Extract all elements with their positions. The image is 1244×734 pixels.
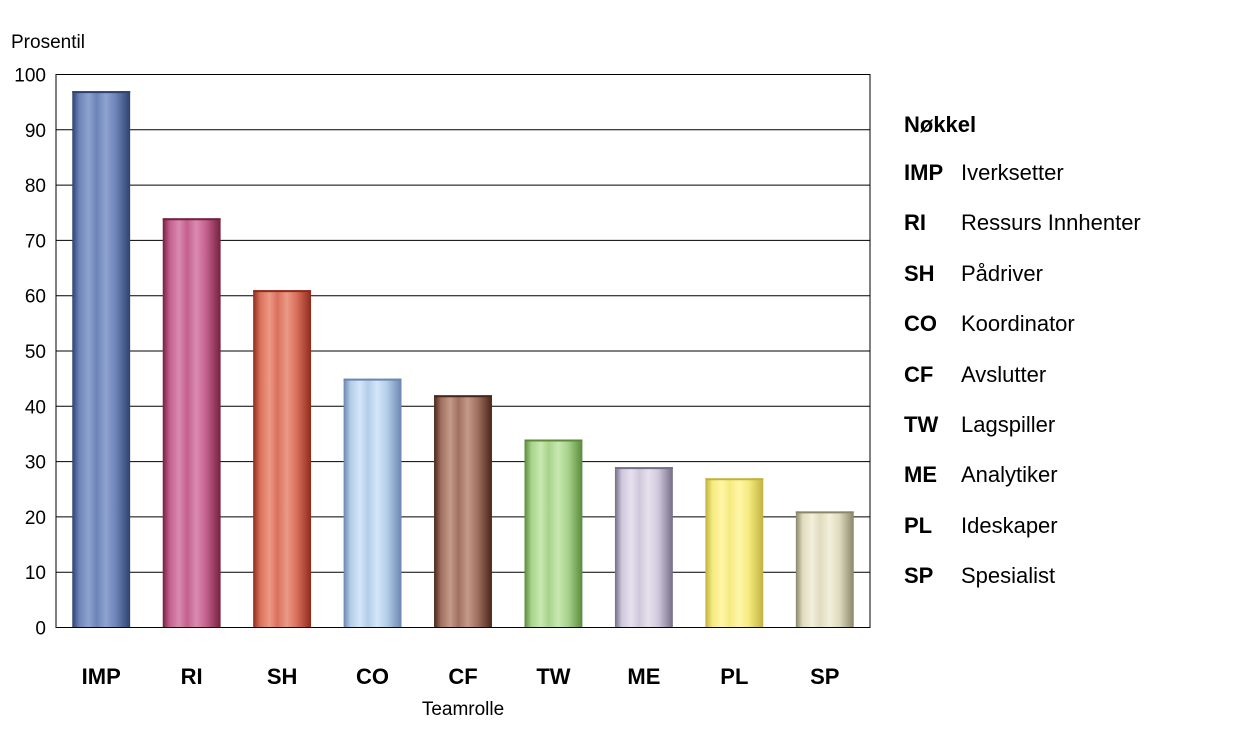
legend-label: Pådriver <box>961 260 1043 286</box>
legend-item: PL Ideskaper <box>904 511 1234 561</box>
legend-label: Koordinator <box>961 311 1075 337</box>
y-tick-label: 40 <box>25 397 46 418</box>
bar-chart: 0 10 20 30 40 50 60 70 80 90 100 IMP RI SH CO CF TW ME PL… <box>11 32 871 720</box>
legend-label: Ideskaper <box>961 512 1058 538</box>
legend-code: SP <box>904 563 934 589</box>
legend-item: CF Avslutter <box>904 360 1234 410</box>
legend-code: RI <box>904 210 926 236</box>
x-tick-label: IMP <box>82 664 121 689</box>
legend-code: IMP <box>904 160 944 185</box>
legend-item: IMP Iverksetter <box>904 158 1234 208</box>
x-tick-label: SP <box>810 664 839 689</box>
y-tick-labels: 0 10 20 30 40 50 60 70 80 90 100 <box>14 66 46 640</box>
bar-sh <box>253 290 312 628</box>
bar-imp <box>72 91 131 628</box>
legend-item: SH Pådriver <box>904 259 1234 309</box>
bar-tw <box>524 439 583 628</box>
x-tick-label: RI <box>181 664 203 689</box>
x-tick-labels: IMP RI SH CO CF TW ME PL SP <box>82 664 840 689</box>
y-tick-label: 0 <box>35 619 46 640</box>
bar-co <box>343 378 402 628</box>
plot-area-frame <box>55 74 871 628</box>
x-tick-label: TW <box>536 664 570 689</box>
x-tick-label: CF <box>448 664 477 689</box>
x-tick-label: ME <box>627 664 660 689</box>
legend-label: Lagspiller <box>961 411 1056 437</box>
y-tick-label: 10 <box>25 563 46 584</box>
legend-label: Spesialist <box>961 563 1056 589</box>
legend-item: SP Spesialist <box>904 561 1234 611</box>
legend-item: RI Ressurs Innhenter <box>904 208 1234 258</box>
legend-code: SH <box>904 260 935 286</box>
bars <box>72 91 854 628</box>
y-tick-label: 50 <box>25 342 46 363</box>
legend-item: TW Lagspiller <box>904 410 1234 460</box>
x-tick-label: SH <box>267 664 298 689</box>
legend-label: Avslutter <box>961 361 1047 387</box>
legend-code: PL <box>904 512 933 538</box>
legend-list: IMP Iverksetter RI Ressurs Innhenter SH Påd… <box>904 158 1234 612</box>
y-tick-label: 30 <box>25 453 46 474</box>
bar-ri <box>162 218 221 628</box>
x-axis-title: Teamrolle <box>422 699 504 720</box>
y-tick-label: 20 <box>25 508 46 529</box>
bar-cf <box>434 395 492 628</box>
y-axis-title: Prosentil <box>11 32 85 53</box>
bar-pl <box>705 478 764 628</box>
legend-code: CF <box>904 361 934 387</box>
legend-code: TW <box>904 411 939 437</box>
y-tick-label: 80 <box>25 176 46 197</box>
legend-item: CO Koordinator <box>904 309 1234 359</box>
bar-me <box>614 467 673 628</box>
y-tick-label: 90 <box>25 121 46 142</box>
y-tick-label: 100 <box>14 66 46 87</box>
legend: Nøkkel IMP Iverksetter RI Ressurs Innhente… <box>904 108 1234 612</box>
bar-sp <box>795 511 854 628</box>
y-tick-label: 60 <box>25 287 46 308</box>
legend-code: ME <box>904 462 937 488</box>
legend-code: CO <box>904 311 937 337</box>
x-tick-label: CO <box>356 664 389 689</box>
x-tick-label: PL <box>720 664 748 689</box>
legend-title: Nøkkel <box>904 112 977 137</box>
legend-label: Ressurs Innhenter <box>961 210 1141 236</box>
legend-label: Iverksetter <box>961 160 1064 185</box>
legend-label: Analytiker <box>961 462 1058 488</box>
y-tick-label: 70 <box>25 231 46 252</box>
legend-item: ME Analytiker <box>904 460 1234 510</box>
